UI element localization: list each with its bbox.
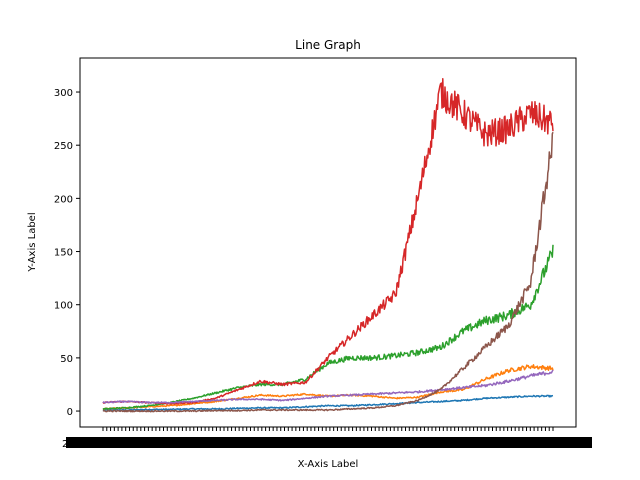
y-axis: 0 50 100 150 200 250 300 bbox=[54, 88, 80, 418]
y-tick-label: 300 bbox=[54, 88, 73, 99]
axes-frame bbox=[79, 57, 577, 428]
y-tick-label: 0 bbox=[67, 407, 73, 418]
series-line-3 bbox=[102, 244, 554, 410]
y-tick-label: 100 bbox=[54, 301, 73, 312]
series-line-1 bbox=[102, 394, 554, 412]
x-axis-label: X-Axis Label bbox=[298, 459, 359, 470]
plot-area bbox=[102, 77, 554, 413]
y-tick-label: 50 bbox=[60, 354, 73, 365]
x-tick-labels-band bbox=[66, 437, 592, 448]
x-tick-label: 2 bbox=[62, 439, 68, 450]
series-line-4 bbox=[102, 77, 554, 405]
chart-title: Line Graph bbox=[295, 38, 361, 52]
series-line-2 bbox=[102, 364, 554, 410]
y-tick-label: 200 bbox=[54, 194, 73, 205]
y-tick-label: 250 bbox=[54, 141, 73, 152]
series-line-6 bbox=[102, 131, 554, 413]
series-line-5 bbox=[102, 369, 554, 404]
y-axis-label: Y-Axis Label bbox=[27, 212, 38, 272]
y-tick-label: 150 bbox=[54, 248, 73, 259]
x-axis: 2 bbox=[62, 427, 592, 450]
